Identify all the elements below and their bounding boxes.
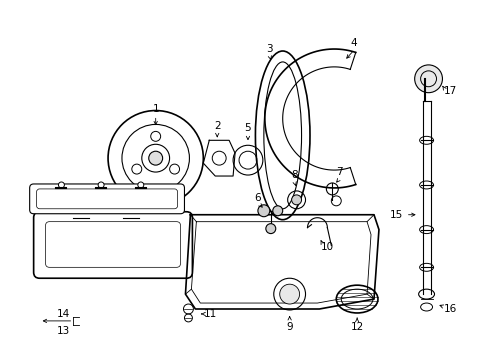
Circle shape — [414, 65, 442, 93]
Text: 6: 6 — [254, 193, 261, 203]
Text: 7: 7 — [335, 167, 342, 177]
Text: 4: 4 — [350, 38, 357, 48]
FancyBboxPatch shape — [45, 222, 180, 267]
FancyBboxPatch shape — [34, 212, 192, 278]
Text: 1: 1 — [152, 104, 159, 113]
Circle shape — [59, 182, 64, 188]
Text: 15: 15 — [389, 210, 403, 220]
Text: 11: 11 — [203, 309, 217, 319]
Circle shape — [265, 224, 275, 234]
Circle shape — [138, 182, 143, 188]
Circle shape — [257, 205, 269, 217]
Circle shape — [279, 284, 299, 304]
Text: 9: 9 — [286, 322, 292, 332]
Text: 17: 17 — [443, 86, 456, 96]
Text: 16: 16 — [443, 304, 456, 314]
Text: 2: 2 — [213, 121, 220, 131]
Text: 5: 5 — [244, 123, 251, 134]
Circle shape — [291, 195, 301, 205]
FancyBboxPatch shape — [30, 184, 184, 214]
Text: 14: 14 — [57, 309, 70, 319]
Circle shape — [148, 151, 163, 165]
Text: 8: 8 — [291, 170, 297, 180]
Text: 10: 10 — [320, 243, 333, 252]
FancyBboxPatch shape — [37, 189, 177, 209]
Text: 12: 12 — [350, 322, 363, 332]
Circle shape — [98, 182, 104, 188]
Text: 13: 13 — [57, 326, 70, 336]
Text: 3: 3 — [266, 44, 273, 54]
Circle shape — [272, 206, 282, 216]
